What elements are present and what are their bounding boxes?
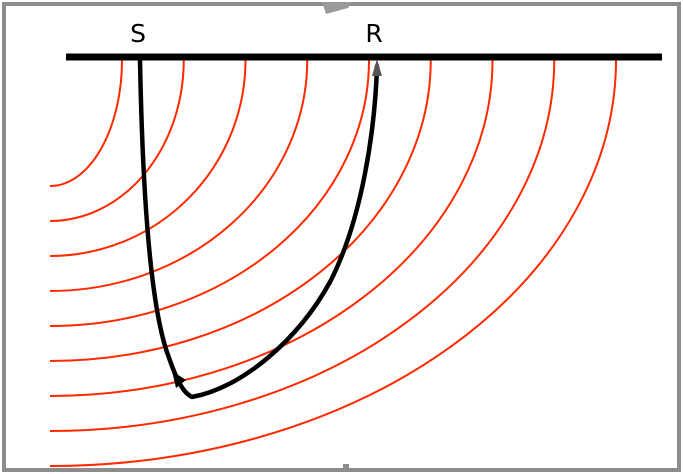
receiver-label: R: [365, 19, 382, 48]
diagram-frame: [4, 4, 679, 470]
frame-bottom-mark: [343, 464, 349, 472]
source-label: S: [130, 19, 146, 48]
